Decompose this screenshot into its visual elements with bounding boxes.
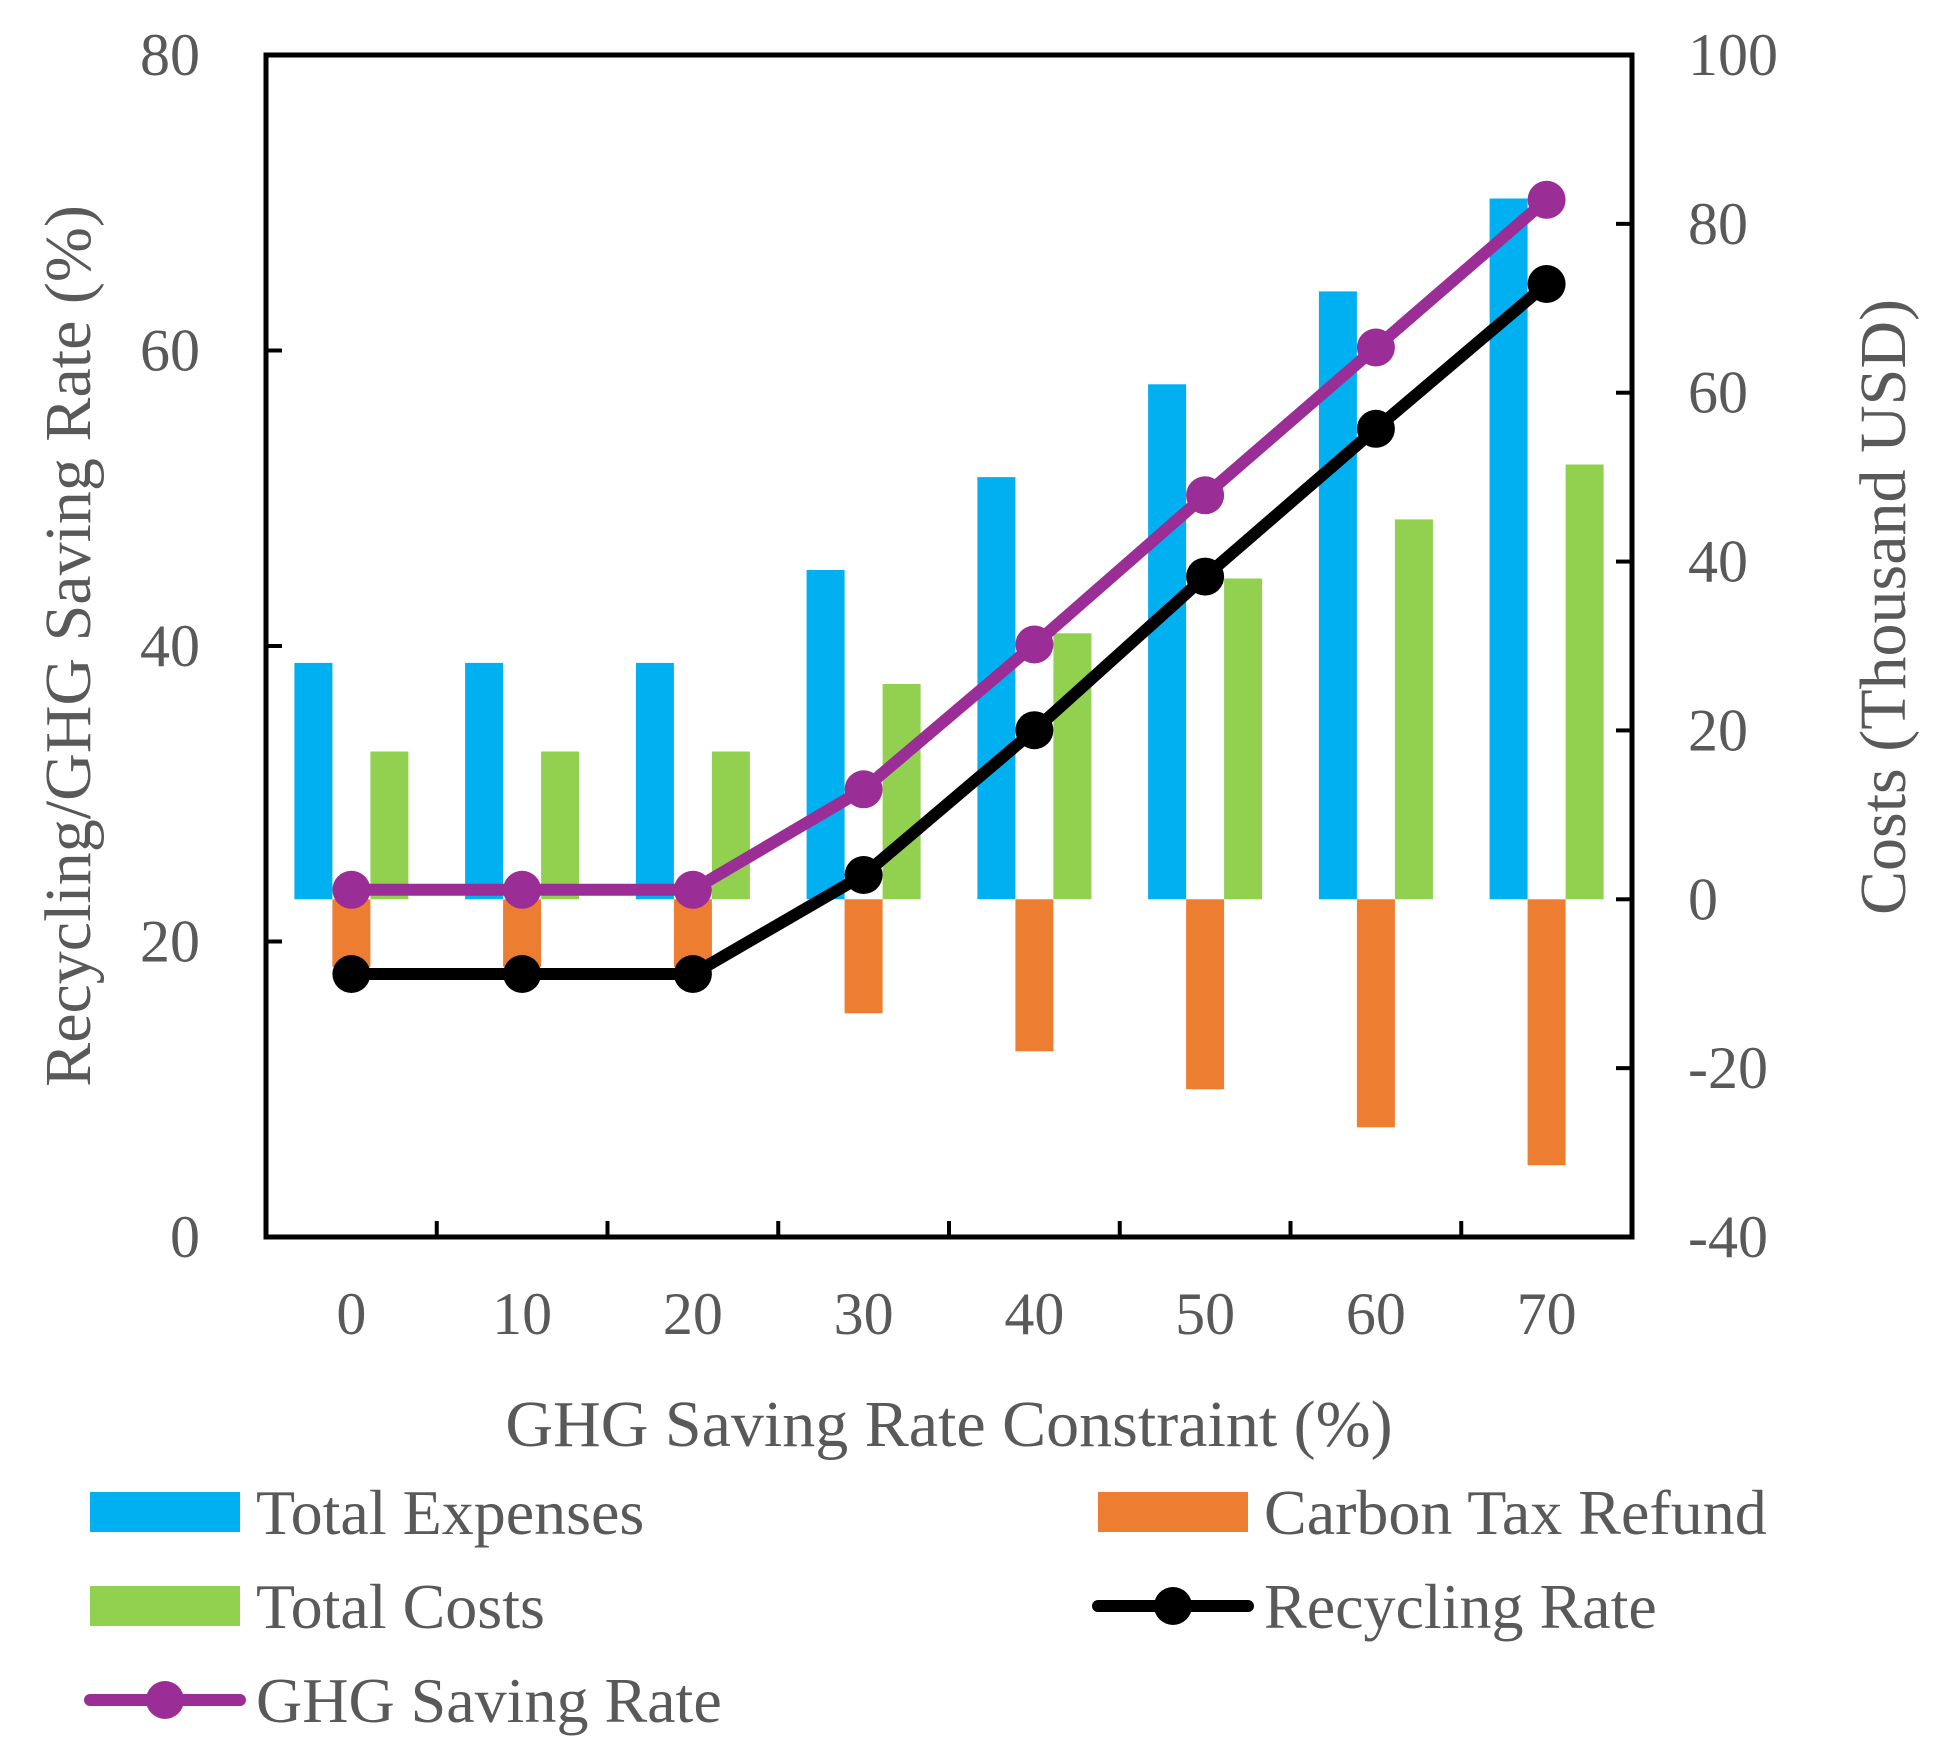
x-axis-tick-label: 60 (1346, 1281, 1406, 1347)
axes-layer: 0 20 40 60 80 -40 -20 0 20 40 60 80 100 0 10 20 30 40 50 60… (32, 22, 1920, 1461)
point-recycling-rate-30 (844, 856, 883, 894)
point-recycling-rate-50 (1186, 557, 1225, 596)
bar-total-costs-50 (1224, 578, 1263, 900)
legend-label: Total Expenses (256, 1477, 644, 1548)
left-axis-tick-label: 80 (140, 22, 200, 88)
x-axis-tick-label: 20 (663, 1281, 723, 1347)
point-ghg-saving-rate-20 (673, 870, 712, 909)
legend-item-carbon-tax-refund: Carbon Tax Refund (1098, 1477, 1767, 1548)
legend-swatch (1098, 1492, 1248, 1532)
bar-total-costs-60 (1394, 519, 1433, 900)
left-axis-tick-label: 0 (170, 1204, 200, 1270)
left-axis-tick-label: 40 (140, 613, 200, 679)
bar-carbon-tax-refund-50 (1186, 899, 1225, 1090)
point-ghg-saving-rate-70 (1527, 180, 1566, 219)
bar-carbon-tax-refund-60 (1356, 899, 1395, 1128)
right-axis-tick-label: 100 (1688, 22, 1778, 88)
legend-marker (146, 1681, 184, 1719)
right-axis-tick-label: -40 (1688, 1204, 1768, 1270)
x-axis-tick-label: 30 (834, 1281, 894, 1347)
point-recycling-rate-60 (1356, 409, 1395, 448)
bar-total-expenses-30 (806, 570, 845, 900)
point-recycling-rate-40 (1015, 711, 1054, 750)
legend-item-total-costs: Total Costs (90, 1571, 545, 1642)
bar-carbon-tax-refund-40 (1015, 899, 1054, 1052)
point-ghg-saving-rate-10 (503, 870, 542, 909)
bar-total-costs-0 (370, 751, 409, 900)
bar-total-costs-10 (541, 751, 580, 900)
right-axis-tick-label: 60 (1688, 360, 1748, 426)
line-ghg-saving-rate (345, 193, 1553, 896)
x-axis-tick-label: 10 (492, 1281, 552, 1347)
point-ghg-saving-rate-40 (1015, 625, 1054, 664)
legend-item-total-expenses: Total Expenses (90, 1477, 644, 1548)
legend-label: GHG Saving Rate (256, 1665, 722, 1736)
legend-marker (1154, 1587, 1192, 1625)
point-recycling-rate-20 (673, 955, 712, 993)
bar-carbon-tax-refund-30 (844, 899, 883, 1014)
point-ghg-saving-rate-0 (332, 870, 371, 909)
x-axis-title: GHG Saving Rate Constraint (%) (505, 1388, 1392, 1461)
legend-item-recycling-rate: Recycling Rate (1092, 1571, 1657, 1642)
point-recycling-rate-0 (332, 955, 371, 993)
legend-label: Total Costs (256, 1571, 545, 1642)
left-axis-tick-label: 20 (140, 909, 200, 975)
legend-swatch (90, 1492, 240, 1532)
bar-carbon-tax-refund-70 (1527, 899, 1566, 1166)
right-axis-tick-label: 80 (1688, 191, 1748, 257)
x-axis-tick-label: 50 (1175, 1281, 1235, 1347)
right-axis-tick-label: 20 (1688, 697, 1748, 763)
line-recycling-rate (345, 278, 1553, 980)
x-axis-tick-label: 70 (1517, 1281, 1577, 1347)
point-ghg-saving-rate-50 (1186, 476, 1225, 515)
point-recycling-rate-10 (503, 955, 542, 993)
x-axis-tick-label: 40 (1004, 1281, 1064, 1347)
right-axis-tick-label: -20 (1688, 1035, 1768, 1101)
right-axis-title: Costs (Thousand USD) (1847, 299, 1920, 915)
legend-label: Carbon Tax Refund (1264, 1477, 1767, 1548)
bar-layer (294, 198, 1604, 1166)
x-axis-tick-label: 0 (336, 1281, 366, 1347)
bar-total-expenses-10 (465, 662, 504, 900)
point-ghg-saving-rate-60 (1356, 328, 1395, 367)
bar-total-costs-70 (1565, 464, 1604, 900)
bar-total-expenses-50 (1148, 384, 1187, 900)
left-axis-tick-label: 60 (140, 318, 200, 384)
bar-total-expenses-20 (635, 662, 674, 900)
point-recycling-rate-70 (1527, 265, 1566, 303)
bar-total-costs-40 (1053, 633, 1092, 900)
legend-swatch (90, 1586, 240, 1626)
bar-total-costs-30 (882, 684, 921, 900)
right-axis-tick-label: 40 (1688, 529, 1748, 595)
legend-item-ghg-saving-rate: GHG Saving Rate (84, 1665, 722, 1736)
bar-total-expenses-0 (294, 662, 333, 900)
left-axis-title: Recycling/GHG Saving Rate (%) (32, 205, 105, 1087)
right-axis-tick-label: 0 (1688, 866, 1718, 932)
legend: Total Expenses Carbon Tax Refund Total Cos… (84, 1477, 1767, 1736)
legend-label: Recycling Rate (1264, 1571, 1657, 1642)
line-layer (332, 180, 1566, 993)
point-ghg-saving-rate-30 (844, 770, 883, 809)
